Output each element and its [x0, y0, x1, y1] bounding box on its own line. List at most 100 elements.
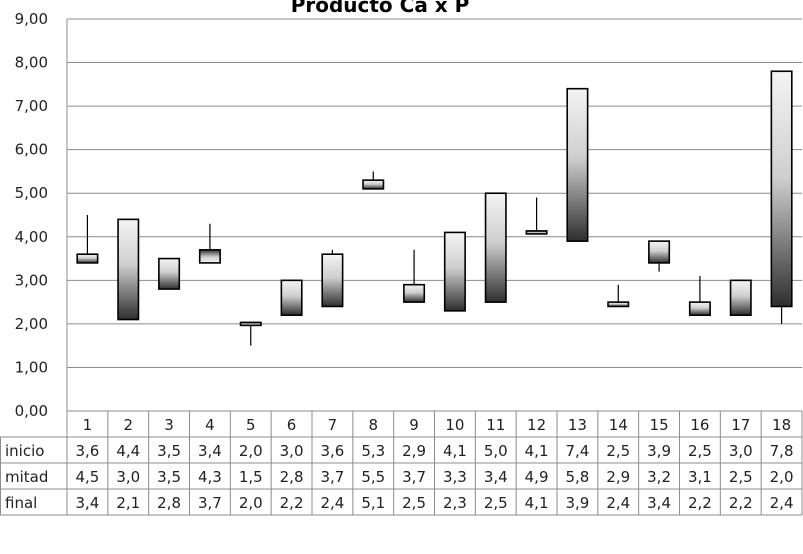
- data-label: 2,0: [239, 442, 263, 460]
- y-tick-label: 8,00: [15, 54, 48, 72]
- candle-body: [321, 253, 344, 308]
- data-label: 3,9: [565, 494, 589, 512]
- candle-body: [484, 192, 507, 303]
- data-label: 5,3: [361, 442, 385, 460]
- data-label: 4,1: [525, 494, 549, 512]
- x-tick-label: 12: [527, 416, 546, 434]
- candle-body: [443, 231, 466, 312]
- candle-body: [403, 283, 426, 303]
- data-label: 2,4: [320, 494, 344, 512]
- data-label: 2,2: [280, 494, 304, 512]
- x-tick-label: 3: [164, 416, 174, 434]
- data-label: 3,1: [688, 468, 712, 486]
- x-tick-label: 7: [328, 416, 338, 434]
- candle-body: [525, 230, 548, 235]
- y-tick-label: 3,00: [15, 271, 48, 289]
- data-label: 5,1: [361, 494, 385, 512]
- data-label: 2,5: [606, 442, 630, 460]
- data-label: 4,1: [443, 442, 467, 460]
- data-label: 3,3: [443, 468, 467, 486]
- chart-title: Producto Ca x P: [291, 0, 470, 17]
- y-tick-label: 0,00: [15, 402, 48, 420]
- data-label: 3,4: [75, 494, 99, 512]
- x-tick-label: 8: [368, 416, 378, 434]
- data-label: 3,6: [75, 442, 99, 460]
- data-label: 3,7: [320, 468, 344, 486]
- candle-body: [607, 301, 630, 308]
- data-label: 4,1: [525, 442, 549, 460]
- data-label: 1,5: [239, 468, 263, 486]
- legend-entry: mitad: [5, 468, 48, 486]
- data-label: 4,9: [525, 468, 549, 486]
- data-label: 3,0: [116, 468, 140, 486]
- data-label: 2,4: [770, 494, 794, 512]
- data-label: 2,0: [239, 494, 263, 512]
- x-tick-label: 13: [568, 416, 587, 434]
- x-tick-label: 18: [772, 416, 791, 434]
- x-tick-label: 4: [205, 416, 215, 434]
- legend-entry: final: [5, 494, 37, 512]
- candle-body: [117, 218, 140, 321]
- candle-body: [76, 253, 99, 264]
- x-tick-label: 9: [409, 416, 419, 434]
- data-label: 3,4: [647, 494, 671, 512]
- data-label: 3,4: [484, 468, 508, 486]
- y-tick-label: 5,00: [15, 184, 48, 202]
- data-label: 2,5: [484, 494, 508, 512]
- x-tick-label: 1: [83, 416, 93, 434]
- data-label: 2,5: [688, 442, 712, 460]
- data-label: 2,2: [729, 494, 753, 512]
- candle-body: [158, 257, 181, 290]
- data-label: 2,3: [443, 494, 467, 512]
- data-label: 3,5: [157, 442, 181, 460]
- data-label: 3,6: [320, 442, 344, 460]
- data-label: 4,5: [75, 468, 99, 486]
- candle-body: [566, 87, 589, 242]
- candle-body: [362, 179, 385, 190]
- x-tick-label: 15: [650, 416, 669, 434]
- data-label: 3,5: [157, 468, 181, 486]
- x-tick-label: 11: [486, 416, 505, 434]
- data-label: 3,7: [402, 468, 426, 486]
- y-tick-label: 9,00: [15, 10, 48, 28]
- legend-entry: inicio: [5, 442, 44, 460]
- candle-body: [280, 279, 303, 316]
- data-label: 7,4: [565, 442, 589, 460]
- data-label: 2,9: [606, 468, 630, 486]
- candle-body: [688, 301, 711, 316]
- y-tick-label: 7,00: [15, 97, 48, 115]
- data-label: 2,4: [606, 494, 630, 512]
- y-axis-ticks: 0,00 1,00 2,00 3,00 4,00 5,00 6,00 7,00 8,00 9,00: [15, 10, 48, 420]
- x-tick-label: 14: [609, 416, 628, 434]
- data-label: 4,4: [116, 442, 140, 460]
- data-label: 2,9: [402, 442, 426, 460]
- candle-body: [198, 249, 221, 264]
- data-label: 4,3: [198, 468, 222, 486]
- gridlines: [66, 18, 802, 412]
- candles: [76, 70, 793, 346]
- y-tick-label: 1,00: [15, 358, 48, 376]
- data-label: 3,9: [647, 442, 671, 460]
- data-label: 3,0: [729, 442, 753, 460]
- data-label: 2,8: [157, 494, 181, 512]
- x-tick-label: 5: [246, 416, 256, 434]
- data-label: 7,8: [770, 442, 794, 460]
- data-label: 2,5: [729, 468, 753, 486]
- data-label: 3,7: [198, 494, 222, 512]
- y-tick-label: 4,00: [15, 228, 48, 246]
- data-label: 2,8: [280, 468, 304, 486]
- data-label: 2,2: [688, 494, 712, 512]
- candle-body: [770, 70, 793, 308]
- data-label: 3,2: [647, 468, 671, 486]
- data-label: 5,5: [361, 468, 385, 486]
- data-label: 3,4: [198, 442, 222, 460]
- x-tick-label: 17: [731, 416, 750, 434]
- x-tick-label: 10: [445, 416, 464, 434]
- data-label: 2,0: [770, 468, 794, 486]
- candle-body: [729, 279, 752, 316]
- data-label: 2,5: [402, 494, 426, 512]
- data-label: 3,0: [280, 442, 304, 460]
- candle-body: [648, 240, 671, 264]
